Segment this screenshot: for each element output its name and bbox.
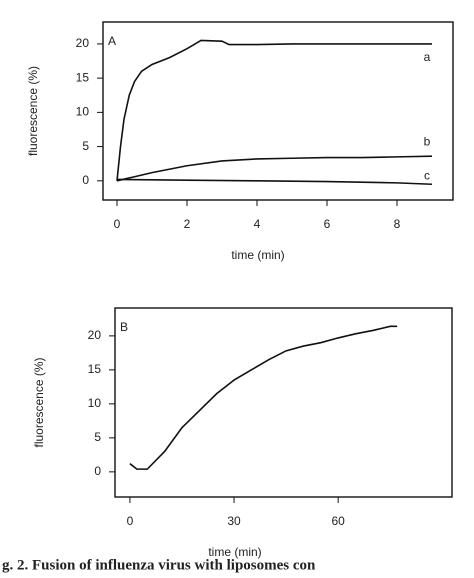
data-line xyxy=(116,178,433,186)
x-tick-label: 60 xyxy=(331,514,345,528)
data-line xyxy=(116,39,432,181)
y-tick-label: 15 xyxy=(76,70,90,84)
y-tick-label: 10 xyxy=(88,396,102,410)
y-axis-label: fluorescence (%) xyxy=(32,357,46,447)
data-line xyxy=(129,325,398,470)
series-label: c xyxy=(424,168,430,182)
panel-label: A xyxy=(108,34,116,48)
x-tick-label: 0 xyxy=(127,514,134,528)
plot-frame xyxy=(102,21,454,201)
series-label: a xyxy=(424,50,431,64)
x-tick-label: 2 xyxy=(184,217,191,231)
x-tick-label: 8 xyxy=(394,217,401,231)
caption: g. 2. Fusion of influenza virus with lip… xyxy=(2,557,316,573)
y-tick-label: 5 xyxy=(82,139,89,153)
y-axis-label: fluorescence (%) xyxy=(26,66,40,156)
y-tick-label: 0 xyxy=(94,464,101,478)
plot-frame xyxy=(114,307,453,498)
x-axis-label: time (min) xyxy=(208,545,261,559)
panel-label: B xyxy=(120,320,128,334)
series-label: b xyxy=(424,134,431,148)
y-tick-label: 5 xyxy=(94,430,101,444)
data-line xyxy=(116,155,433,182)
x-tick-label: 0 xyxy=(114,217,121,231)
x-tick-label: 30 xyxy=(227,514,241,528)
y-tick-label: 0 xyxy=(82,173,89,187)
y-tick-label: 10 xyxy=(76,105,90,119)
x-tick-label: 6 xyxy=(324,217,331,231)
y-tick-label: 15 xyxy=(88,362,102,376)
x-tick-label: 4 xyxy=(254,217,261,231)
y-tick-label: 20 xyxy=(88,328,102,342)
y-tick-label: 20 xyxy=(76,36,90,50)
x-axis-label: time (min) xyxy=(231,248,284,262)
